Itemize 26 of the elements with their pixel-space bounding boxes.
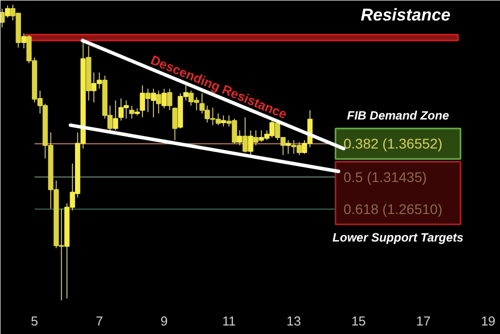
candlestick xyxy=(237,130,242,146)
band-label: Resistance xyxy=(360,6,451,25)
candlestick xyxy=(5,4,10,18)
x-tick-label: 19 xyxy=(480,314,496,328)
annotation: FIB Demand Zone xyxy=(346,108,450,122)
annotation: Lower Support Targets xyxy=(332,230,464,244)
candlestick xyxy=(286,140,291,154)
x-tick-label: 11 xyxy=(222,314,236,328)
candlestick xyxy=(253,130,258,146)
candlestick xyxy=(172,107,178,141)
x-tick-label: 9 xyxy=(160,314,168,328)
x-tick-label: 13 xyxy=(286,314,301,328)
candlestick xyxy=(140,84,146,118)
candlestick xyxy=(21,32,26,49)
x-tick-label: 17 xyxy=(416,314,431,328)
candlestick xyxy=(145,88,151,113)
x-tick-label: 7 xyxy=(96,314,103,328)
ref-line-label: 0.382 (1.36552) xyxy=(344,136,442,152)
candlestick xyxy=(0,8,5,28)
x-tick-label: 15 xyxy=(351,314,366,328)
candlestick xyxy=(129,105,134,120)
candlestick xyxy=(112,100,118,131)
ref-line-label: 0.5 (1.31435) xyxy=(344,169,427,186)
candlestick xyxy=(242,116,248,154)
x-tick-label: 5 xyxy=(30,314,38,328)
ref-line-label: 0.618 (1.26510) xyxy=(344,201,442,218)
